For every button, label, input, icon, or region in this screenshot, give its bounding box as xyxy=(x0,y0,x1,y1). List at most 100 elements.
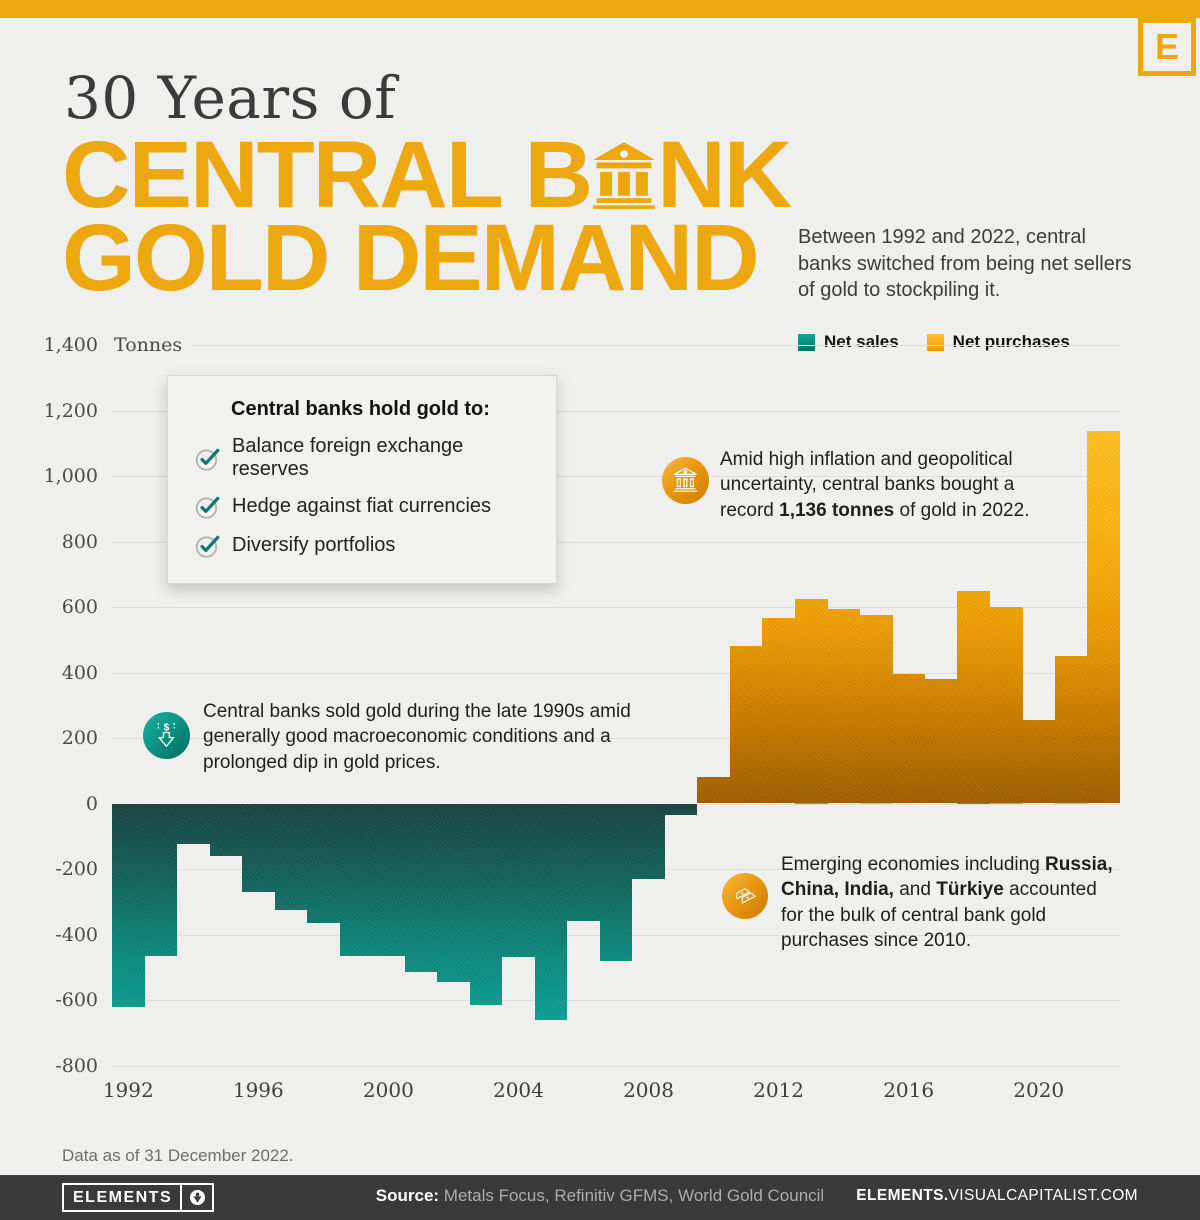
bar-2019 xyxy=(989,607,1023,804)
x-tick-label-2000: 2000 xyxy=(362,1078,414,1102)
y-axis-unit-label: Tonnes xyxy=(114,332,193,358)
annotation-record-purchases: Amid high inflation and geopolitical unc… xyxy=(720,449,1030,521)
y-tick-label-400: 400 xyxy=(61,661,98,684)
net-sales-swatch-icon xyxy=(798,333,815,351)
bar-2018 xyxy=(957,590,991,804)
checkmark-icon xyxy=(195,496,220,519)
bar-1992 xyxy=(112,803,145,1007)
top-accent-bar xyxy=(0,0,1200,18)
bar-2016 xyxy=(892,674,926,804)
x-tick-label-2004: 2004 xyxy=(492,1078,544,1102)
elements-e-logo: E xyxy=(1138,18,1196,76)
svg-text:$: $ xyxy=(164,722,170,733)
brand-divider xyxy=(180,1185,183,1210)
y-tick-label-0: 0 xyxy=(85,792,98,815)
bar-1998 xyxy=(307,803,340,924)
callout-item: Diversify portfolios xyxy=(194,532,530,559)
bar-1999 xyxy=(339,803,373,957)
bar-chart-plot: Tonnes 1,400 1,200 1,000 800 600 400 200 0 -200-… xyxy=(44,332,1121,1102)
gridline-200 xyxy=(112,738,1120,739)
data-note: Data as of 31 December 2022. xyxy=(62,1146,294,1165)
checkmark-icon xyxy=(195,448,220,471)
callout-item: Hedge against fiat currencies xyxy=(194,493,530,520)
y-tick-label--400: -400 xyxy=(55,923,98,946)
bar-2021 xyxy=(1054,656,1088,804)
brand-name: ELEMENTS xyxy=(73,1189,173,1206)
bar-2004 xyxy=(502,803,535,958)
bar-2014 xyxy=(827,608,861,804)
y-tick-label-1000: 1,000 xyxy=(43,465,98,487)
bar-2012 xyxy=(762,618,796,804)
checkmark-icon xyxy=(195,535,220,558)
bar-2007 xyxy=(599,803,633,961)
logo-letter: E xyxy=(1154,26,1179,67)
callout-item-text: Hedge against fiat currencies xyxy=(232,495,492,517)
subtitle: Between 1992 and 2022, central banks swi… xyxy=(798,226,1132,302)
gridline--600 xyxy=(112,1000,1120,1001)
bar-2020 xyxy=(1022,719,1056,804)
y-tick-label-600: 600 xyxy=(61,596,98,618)
title-kicker: 30 Years of xyxy=(64,64,397,132)
bar-2010 xyxy=(697,777,730,804)
y-tick-label--200: -200 xyxy=(55,858,98,880)
bar-2015 xyxy=(859,615,893,804)
bank-circle-icon xyxy=(662,457,709,504)
gridline-1400 xyxy=(112,345,1120,346)
bar-1995 xyxy=(209,803,243,857)
title-main-line2: GOLD DEMAND xyxy=(62,205,760,311)
legend-item-net-sales: Net sales xyxy=(798,332,899,352)
bank-building-icon xyxy=(593,142,656,209)
bar-2011 xyxy=(729,646,763,804)
y-tick-label-1200: 1,200 xyxy=(43,399,98,422)
callout-item: Balance foreign exchange reserves xyxy=(194,435,530,481)
x-tick-label-1996: 1996 xyxy=(232,1078,284,1102)
bar-1997 xyxy=(274,803,308,911)
bar-1994 xyxy=(177,803,210,845)
gridline-1000 xyxy=(112,476,1120,477)
bar-2009 xyxy=(664,803,698,816)
x-tick-label-2012: 2012 xyxy=(753,1078,805,1102)
gridline--800 xyxy=(112,1065,1120,1067)
y-tick-label-200: 200 xyxy=(61,727,98,749)
bar-2005 xyxy=(534,803,568,1020)
bar-2008 xyxy=(632,803,665,880)
annotation-emerging-economies: Emerging economies including Russia, Chi… xyxy=(781,854,1113,952)
legend-label: Net purchases xyxy=(952,332,1070,351)
x-tick-label-2016: 2016 xyxy=(883,1078,935,1102)
y-tick-label--800: -800 xyxy=(55,1054,98,1077)
gridline-800 xyxy=(112,541,1120,543)
gridline-400 xyxy=(112,672,1120,674)
callout-item-text: Balance foreign exchange reserves xyxy=(232,435,464,480)
legend-label: Net sales xyxy=(824,332,899,351)
y-tick-label-1400: 1,400 xyxy=(43,334,98,356)
x-tick-label-1992: 1992 xyxy=(102,1078,154,1102)
gridline-1200 xyxy=(112,410,1120,412)
y-tick-label-800: 800 xyxy=(61,530,98,553)
bar-2000 xyxy=(372,803,405,957)
callout-title: Central banks hold gold to: xyxy=(231,398,490,420)
elements-brand-logo: ELEMENTS xyxy=(62,1183,215,1212)
bar-1996 xyxy=(242,803,275,893)
bar-2001 xyxy=(404,803,438,973)
y-tick-label--600: -600 xyxy=(55,989,98,1011)
bar-1993 xyxy=(144,803,178,957)
annotation-1990s-sales: Central banks sold gold during the late … xyxy=(203,701,631,773)
bar-2006 xyxy=(567,803,600,922)
bar-2013 xyxy=(794,598,828,804)
callout-item-text: Diversify portfolios xyxy=(232,534,396,556)
website-url: ELEMENTS.VISUALCAPITALIST.COM xyxy=(856,1187,1138,1204)
legend-item-net-purchases: Net purchases xyxy=(926,332,1070,352)
bar-2017 xyxy=(924,679,958,804)
gold-price-down-icon: $ xyxy=(143,712,190,759)
gridline-600 xyxy=(112,607,1120,608)
title-main-line1: CENTRAL B NK xyxy=(62,122,792,228)
callout-box: Central banks hold gold to: Balance fore… xyxy=(167,375,557,584)
x-tick-label-2008: 2008 xyxy=(623,1078,674,1102)
chart-legend: Net sales Net purchases xyxy=(798,332,1070,352)
net-purchases-swatch-icon xyxy=(926,333,944,351)
bar-2002 xyxy=(437,803,470,983)
x-tick-label-2020: 2020 xyxy=(1013,1078,1065,1102)
bar-2003 xyxy=(469,803,503,1006)
gold-bars-icon xyxy=(722,873,768,919)
